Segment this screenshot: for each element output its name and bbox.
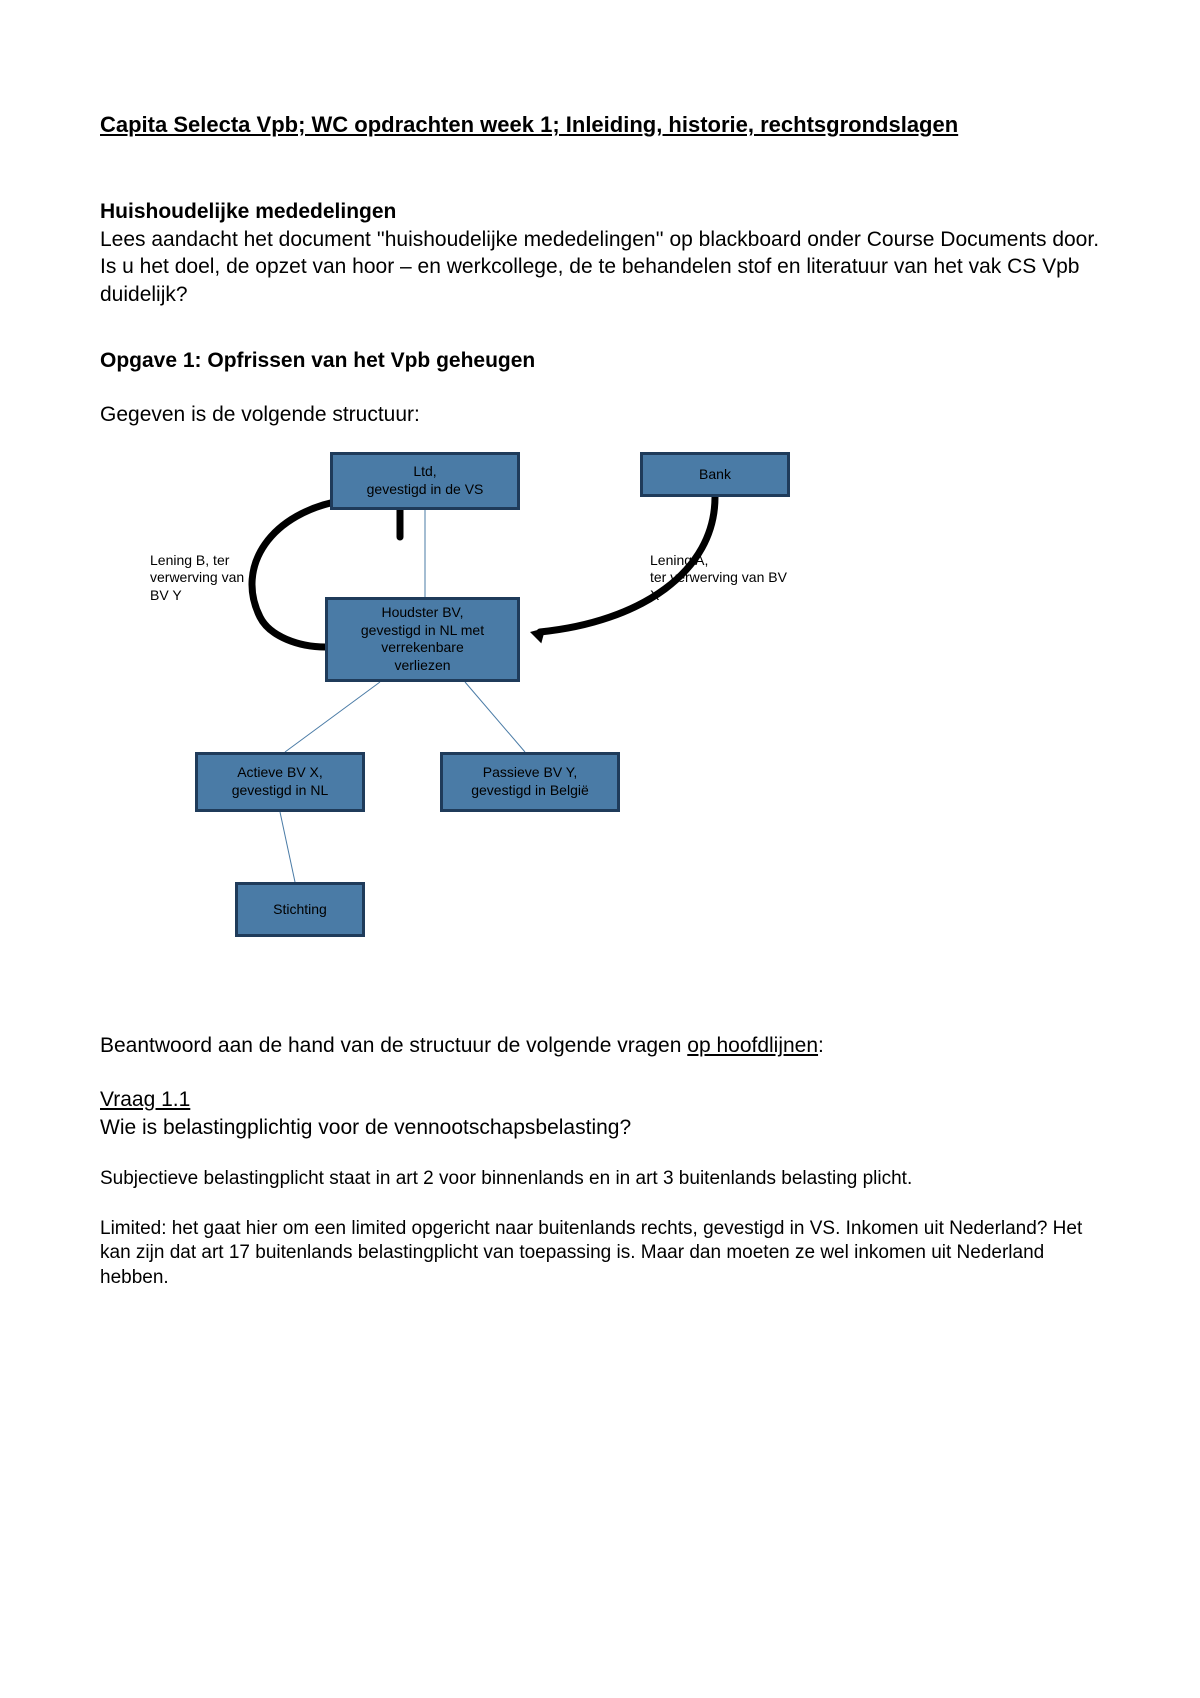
closing-instruction: Beantwoord aan de hand van de structuur … (100, 1032, 1100, 1060)
diagram-svg (120, 452, 880, 997)
answer-p2: Limited: het gaat hier om een limited op… (100, 1217, 1100, 1290)
section-heading: Huishoudelijke mededelingen (100, 200, 1100, 224)
diagram-node-passieve: Passieve BV Y,gevestigd in België (440, 752, 620, 812)
section-body: Lees aandacht het document ''huishoudeli… (100, 226, 1100, 309)
diagram-node-ltd: Ltd,gevestigd in de VS (330, 452, 520, 510)
opgave-intro: Gegeven is de volgende structuur: (100, 403, 1100, 427)
diagram-node-houdster: Houdster BV,gevestigd in NL metverrekenb… (325, 597, 520, 682)
page-title: Capita Selecta Vpb; WC opdrachten week 1… (100, 110, 1100, 140)
diagram-label-leningB_label: Lening B, terverwerving vanBV Y (150, 552, 310, 605)
diagram-node-bank: Bank (640, 452, 790, 497)
diagram-label-leningA_label: Lening A,ter verwerving van BVX (650, 552, 860, 605)
structure-diagram: Ltd,gevestigd in de VS Bank Houdster BV,ge… (120, 452, 880, 997)
closing-underline: op hoofdlijnen (687, 1034, 818, 1057)
answer-p1: Subjectieve belastingplicht staat in art… (100, 1167, 1100, 1191)
vraag-1-1-text: Wie is belastingplichtig voor de vennoot… (100, 1114, 1100, 1141)
closing-post: : (818, 1034, 824, 1057)
section-huishoudelijk: Huishoudelijke mededelingen Lees aandach… (100, 200, 1100, 309)
diagram-node-actieve: Actieve BV X,gevestigd in NL (195, 752, 365, 812)
diagram-node-stichting: Stichting (235, 882, 365, 937)
vraag-1-1-label: Vraag 1.1 (100, 1088, 1100, 1112)
opgave-heading: Opgave 1: Opfrissen van het Vpb geheugen (100, 349, 1100, 373)
closing-pre: Beantwoord aan de hand van de structuur … (100, 1034, 687, 1057)
